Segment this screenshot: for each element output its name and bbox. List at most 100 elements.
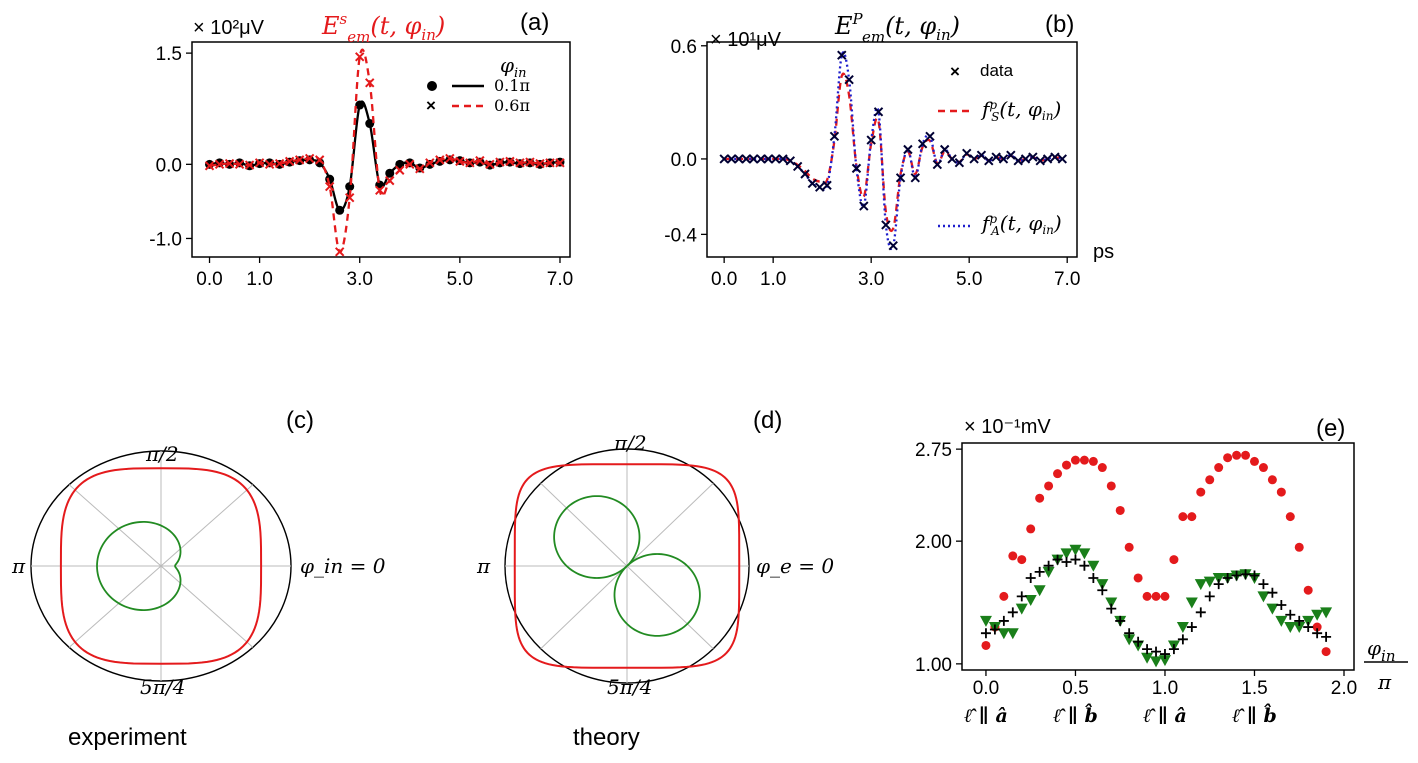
panel-e-series-black-point [1285, 609, 1296, 620]
panel-e-series-black-point [1142, 644, 1153, 655]
panel-c-inner-curve [96, 520, 182, 612]
panel-e-series-red-point [1258, 463, 1268, 473]
panel-a-series-1-point [505, 156, 515, 167]
panel-e-y-tick-label: 2.00 [915, 532, 952, 553]
panel-a-title: Esem(t, φin) [321, 10, 445, 46]
panel-e-x-label-num: φin [1367, 636, 1395, 665]
panel-e-series-green-point [1158, 655, 1171, 667]
panel-b-x-tick-label: 5.0 [956, 269, 982, 290]
panel-b-legend: × data fp S(t, φin) fp A(t, φin) [938, 61, 1062, 238]
panel-e-series-red-point [1267, 475, 1277, 485]
panel-e-frame [961, 442, 1355, 671]
panel-e-x-label: φin π [1364, 636, 1408, 694]
panel-a-series-0-point [365, 119, 375, 129]
panel-b-data-point [1020, 154, 1031, 164]
panel-e-series-black-point [1186, 622, 1197, 633]
panel-a-series-1-point [425, 158, 435, 168]
panel-a-series-1-point [324, 181, 335, 192]
panel-e-series-black-point [1204, 591, 1215, 602]
panel-a-series-0-point [445, 155, 455, 165]
panel-d-angle-top: π/2 [613, 431, 647, 455]
panel-e-series-green-point [1176, 622, 1189, 634]
panel-e-series-black-point [1151, 646, 1162, 657]
panel-e-series-green-point [1185, 597, 1198, 609]
panel-c-outer-curve [59, 467, 263, 665]
panel-b-data-point [991, 152, 1001, 162]
panel-b-data-point [1013, 156, 1023, 166]
panel-a-x-tick-label: 3.0 [347, 269, 373, 290]
panel-b-data-point [925, 131, 935, 142]
panel-e-series-green-point [1123, 634, 1136, 646]
panel-b-data-point [726, 154, 737, 164]
panel-a-series-1-point [204, 161, 215, 171]
panel-a-series-0-point [315, 158, 325, 168]
panel-b-axes: 0.6 0.0 -0.4 0.0 1.0 3.0 5.0 7.0 [664, 37, 1080, 290]
panel-b-y-tick-label: -0.4 [664, 225, 697, 246]
panel-e-series-green-point [1078, 548, 1091, 560]
panel-e-series-red-point [1070, 455, 1080, 465]
panel-e-series-black-point [1276, 599, 1287, 610]
panel-b-x-tick-label: 1.0 [760, 269, 786, 290]
panel-b-data-point [1042, 154, 1053, 164]
panel-c-angle-top: π/2 [145, 442, 179, 466]
panel-e-series-black-point [1240, 569, 1251, 580]
panel-e-series-black-point [1043, 560, 1054, 571]
panel-a-series-1-point [294, 155, 305, 165]
panel-a-series-1-point [395, 165, 405, 175]
panel-b-data-point [873, 107, 884, 117]
panel-b-data-point [756, 154, 766, 164]
panel-e-series-green-point [1302, 615, 1315, 627]
panel-e-series-black-point [1312, 628, 1323, 639]
panel-a-x-tick-label: 5.0 [447, 269, 473, 290]
panel-b-y-tick-label: 0.6 [671, 37, 697, 58]
panel-e-series-green-point [1024, 595, 1037, 607]
panel-e-series-black-point [1052, 554, 1063, 565]
panel-e-series-red-point [1053, 469, 1063, 479]
panel-e-series-red-point [1017, 555, 1027, 565]
panel-e-y-tick-label: 2.75 [915, 440, 952, 461]
panel-e-series-red-point [1062, 460, 1072, 470]
panel-a-series-1-point [284, 156, 295, 167]
panel-b-data-point [844, 75, 854, 85]
panel-a-frame [191, 41, 571, 258]
panel-a-series-1-point [345, 192, 355, 203]
panel-b: × 10¹μV EPem(t, φin) (b) 0.6 0.0 -0.4 0.0 1.… [664, 10, 1114, 290]
panel-a-series-1-point [415, 164, 425, 174]
panel-b-data-point [866, 135, 876, 145]
panel-d-caption: theory [573, 724, 640, 751]
panel-e-series-green-point [1284, 622, 1297, 634]
legend-x-marker: × [426, 96, 436, 115]
panel-a-y-multiplier: × 10²μV [193, 17, 265, 39]
panel-e-series-black-point [1213, 579, 1224, 590]
panel-d-angle-left: π [476, 554, 491, 578]
panel-c-caption: experiment [68, 724, 187, 751]
panel-d-angle-right: φ_e = 0 [756, 554, 834, 578]
panel-e-series-black-point [1097, 585, 1108, 596]
panel-e-series-black-point [1303, 622, 1314, 633]
panel-a-axes: 1.5 0.0 -1.0 0.0 1.0 3.0 5.0 7.0 [149, 44, 573, 290]
panel-b-data-point [1050, 152, 1060, 162]
panel-e: × 10⁻¹mV (e) 2.75 2.00 1.00 0.0 0.5 1.0 1.5 2.0… [915, 415, 1408, 727]
panel-a-series-1-point [495, 157, 505, 167]
panel-e-series-green-point [1069, 544, 1082, 556]
panel-e-series-black-point [1016, 591, 1027, 602]
panel-c-angle-right: φ_in = 0 [300, 554, 386, 578]
panel-e-series-green-point [1275, 615, 1288, 627]
panel-a-series-1-point [555, 158, 565, 168]
panel-e-x-tick-label: 2.0 [1331, 678, 1357, 699]
panel-a-plot-area [204, 48, 565, 257]
panel-a-label: (a) [520, 9, 549, 36]
panel-b-label: (b) [1045, 11, 1074, 38]
panel-e-series-green-point [1212, 572, 1225, 584]
panel-e-sublabels: ℓ̂ ∥ â ℓ̂ ∥ b̂ ℓ̂ ∥ â ℓ̂ ∥ b̂ [964, 703, 1277, 727]
panel-b-data-point [962, 148, 972, 158]
panel-a-series-0-point [385, 168, 395, 178]
panel-e-series-black-point [1061, 557, 1072, 568]
panel-a-series-1-point [304, 153, 315, 164]
panel-b-data-point [719, 154, 729, 164]
panel-e-x-tick-label: 0.5 [1062, 678, 1088, 699]
panel-d-inner-curve [553, 495, 701, 637]
panel-b-data-point [859, 201, 869, 211]
panel-b-data-point [998, 154, 1009, 164]
panel-e-series-green-point [1257, 591, 1270, 603]
